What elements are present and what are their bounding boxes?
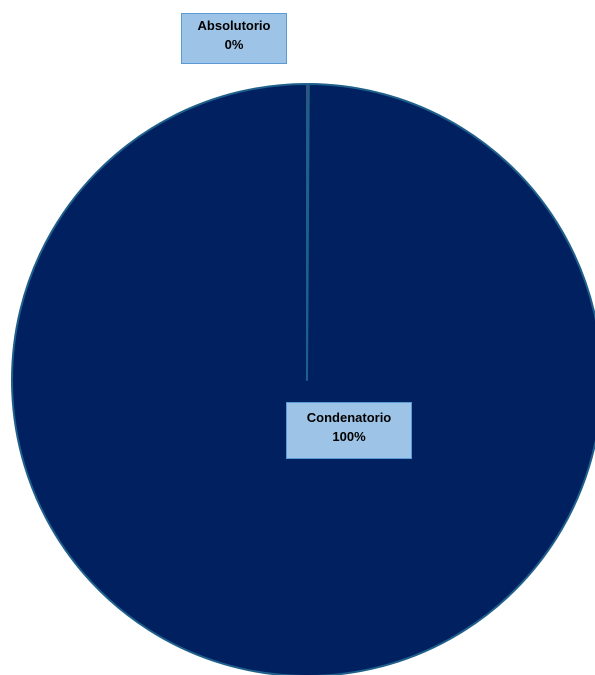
data-label-absolutorio-percent: 0%: [224, 37, 244, 52]
pie-slice-condenatorio: [11, 83, 595, 675]
data-label-absolutorio-name: Absolutorio: [197, 18, 271, 33]
pie-slice-absolutorio: [306, 83, 310, 381]
data-label-condenatorio-name: Condenatorio: [306, 410, 392, 425]
data-label-absolutorio: Absolutorio 0%: [181, 13, 287, 64]
data-label-condenatorio-percent: 100%: [332, 429, 366, 444]
data-label-condenatorio: Condenatorio 100%: [286, 402, 412, 459]
pie-slices: [11, 83, 595, 675]
